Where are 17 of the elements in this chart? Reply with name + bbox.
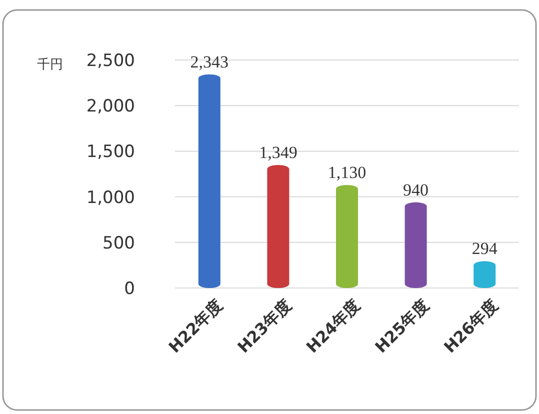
bar bbox=[267, 164, 290, 288]
bar bbox=[404, 202, 427, 288]
data-label: 1,349 bbox=[259, 142, 298, 162]
bar bbox=[474, 261, 496, 288]
y-axis-title: 千円 bbox=[37, 58, 63, 73]
y-tick-label: 0 bbox=[124, 278, 135, 299]
bar bbox=[336, 184, 358, 288]
data-label: 940 bbox=[403, 180, 429, 200]
data-label: 2,343 bbox=[190, 52, 229, 72]
y-tick-label: 500 bbox=[102, 233, 135, 254]
data-label: 1,130 bbox=[328, 162, 366, 182]
y-tick-label: 1,000 bbox=[86, 188, 135, 208]
y-tick-label: 1,500 bbox=[86, 142, 135, 162]
bar bbox=[198, 74, 220, 288]
y-tick-label: 2,500 bbox=[86, 50, 135, 71]
y-tick-label: 2,000 bbox=[86, 96, 135, 117]
data-label: 294 bbox=[472, 239, 498, 258]
